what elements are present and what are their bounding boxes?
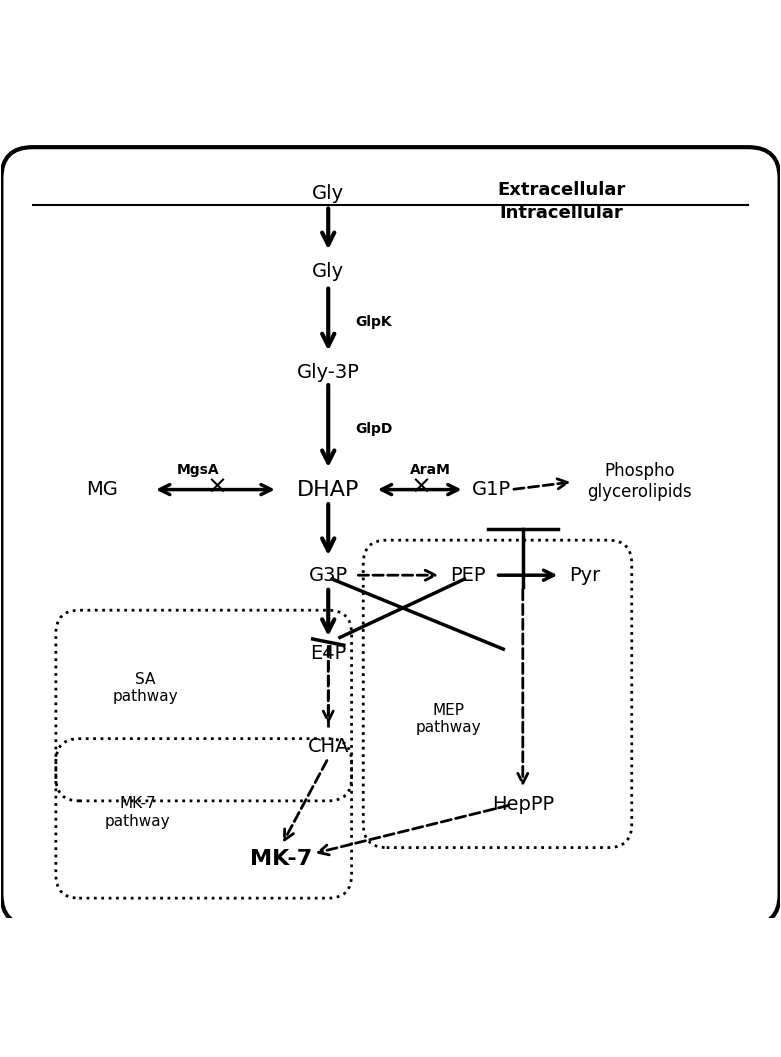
Text: PEP: PEP bbox=[451, 565, 486, 585]
Text: Pyr: Pyr bbox=[569, 565, 601, 585]
Text: $\times$: $\times$ bbox=[205, 474, 225, 498]
Text: G3P: G3P bbox=[308, 565, 348, 585]
Text: Phospho
glycerolipids: Phospho glycerolipids bbox=[587, 462, 692, 501]
Text: AraM: AraM bbox=[410, 463, 451, 477]
Text: GlpK: GlpK bbox=[355, 315, 392, 330]
Text: Intracellular: Intracellular bbox=[500, 204, 623, 222]
FancyBboxPatch shape bbox=[2, 147, 779, 925]
Text: MgsA: MgsA bbox=[177, 463, 219, 477]
Text: DHAP: DHAP bbox=[297, 480, 359, 500]
Text: Gly-3P: Gly-3P bbox=[297, 364, 360, 383]
Text: MEP
pathway: MEP pathway bbox=[416, 703, 482, 736]
Text: GlpD: GlpD bbox=[355, 422, 393, 435]
Text: CHA: CHA bbox=[308, 737, 349, 756]
Text: $\times$: $\times$ bbox=[410, 474, 430, 498]
Text: MK-7: MK-7 bbox=[251, 849, 312, 869]
Text: E4P: E4P bbox=[310, 644, 346, 663]
Text: Gly: Gly bbox=[312, 262, 344, 281]
Text: SA
pathway: SA pathway bbox=[112, 672, 178, 704]
Text: HepPP: HepPP bbox=[492, 795, 554, 814]
Text: G1P: G1P bbox=[472, 480, 512, 499]
Text: Extracellular: Extracellular bbox=[497, 181, 626, 199]
Text: MK-7
pathway: MK-7 pathway bbox=[105, 796, 170, 829]
Text: MG: MG bbox=[87, 480, 119, 499]
Text: Gly: Gly bbox=[312, 184, 344, 203]
